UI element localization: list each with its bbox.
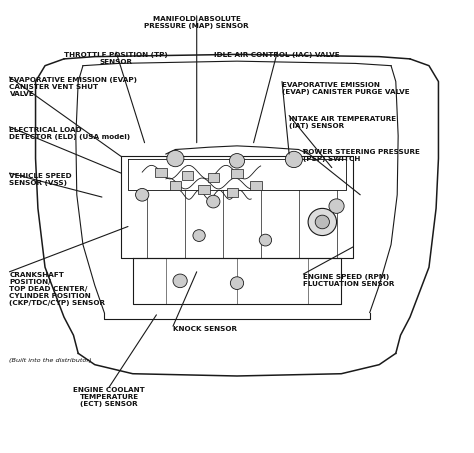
Circle shape [167, 150, 184, 167]
Circle shape [229, 154, 245, 168]
Bar [227, 188, 238, 197]
Circle shape [308, 208, 337, 236]
Text: MANIFOLD ABSOLUTE
PRESSURE (MAP) SENSOR: MANIFOLD ABSOLUTE PRESSURE (MAP) SENSOR [145, 16, 249, 29]
Circle shape [230, 277, 244, 289]
Text: THROTTLE POSITION (TP)
SENSOR: THROTTLE POSITION (TP) SENSOR [64, 52, 168, 65]
Text: IDLE AIR CONTROL (IAC) VALVE: IDLE AIR CONTROL (IAC) VALVE [214, 52, 340, 58]
Circle shape [207, 195, 220, 208]
Bar [208, 173, 219, 182]
Circle shape [259, 234, 272, 246]
Bar [155, 168, 167, 177]
Text: KNOCK SENSOR: KNOCK SENSOR [173, 326, 237, 332]
Circle shape [193, 230, 205, 241]
Text: INTAKE AIR TEMPERATURE
(IAT) SENSOR: INTAKE AIR TEMPERATURE (IAT) SENSOR [289, 116, 396, 129]
Text: ELECTRICAL LOAD
DETECTOR (ELD) (USA model): ELECTRICAL LOAD DETECTOR (ELD) (USA mode… [9, 127, 131, 140]
Text: (Built into the distributor): (Built into the distributor) [9, 358, 92, 363]
Text: EVAPORATIVE EMISSION
(EVAP) CANISTER PURGE VALVE: EVAPORATIVE EMISSION (EVAP) CANISTER PUR… [282, 82, 410, 95]
Text: ENGINE COOLANT
TEMPERATURE
(ECT) SENSOR: ENGINE COOLANT TEMPERATURE (ECT) SENSOR [73, 387, 145, 407]
Bar [250, 181, 262, 190]
Text: CRANKSHAFT
POSITION/
TOP DEAD CENTER/
CYLINDER POSITION
(CKP/TDC/CYP) SENSOR: CRANKSHAFT POSITION/ TOP DEAD CENTER/ CY… [9, 272, 106, 306]
Text: POWER STEERING PRESSURE
(PSP) SWITCH: POWER STEERING PRESSURE (PSP) SWITCH [303, 149, 420, 163]
Text: ENGINE SPEED (RPM)
FLUCTUATION SENSOR: ENGINE SPEED (RPM) FLUCTUATION SENSOR [303, 274, 395, 287]
Bar [182, 171, 193, 180]
Text: VEHICLE SPEED
SENSOR (VSS): VEHICLE SPEED SENSOR (VSS) [9, 173, 72, 186]
Circle shape [173, 274, 187, 288]
Bar [198, 185, 210, 194]
Bar [170, 181, 181, 190]
Text: EVAPORATIVE EMISSION (EVAP)
CANISTER VENT SHUT
VALVE: EVAPORATIVE EMISSION (EVAP) CANISTER VEN… [9, 77, 137, 97]
Circle shape [329, 199, 344, 213]
Bar [231, 169, 243, 178]
Circle shape [285, 151, 302, 168]
Circle shape [136, 188, 149, 201]
Circle shape [315, 215, 329, 229]
